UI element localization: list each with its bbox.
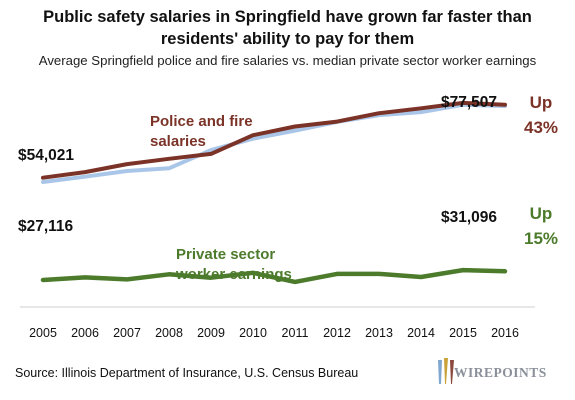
chart-title-line-1: Public safety salaries in Springfield ha… [43,8,532,26]
x-tick-label: 2007 [113,326,141,340]
x-tick-label: 2016 [491,326,519,340]
chart-subtitle: Average Springfield police and fire sala… [38,53,537,68]
x-tick-label: 2005 [29,326,57,340]
x-tick-label: 2015 [449,326,477,340]
police-fire-line [41,100,507,180]
x-tick-label: 2006 [71,326,99,340]
private-change-label: Up 15% [524,204,558,248]
police-start-value: $54,021 [18,147,74,164]
x-tick-labels: 2005 2006 2007 2008 2009 2010 2011 2012 2013 2014… [29,326,519,340]
annotations: $54,021 $77,507 $27,116 $31,096 Up 43% Up… [18,93,558,283]
x-tick-label: 2011 [282,326,309,340]
x-tick-label: 2014 [407,326,435,340]
series-layer [40,100,508,285]
wirepoints-logo-mark [438,358,454,384]
x-tick-label: 2013 [365,326,393,340]
chart-title-line-2: residents' ability to pay for them [160,30,415,48]
police-fire-alt-line [41,102,507,184]
x-tick-label: 2009 [197,326,225,340]
x-tick-label: 2012 [323,326,351,340]
x-tick-label: 2008 [155,326,183,340]
source-note: Source: Illinois Department of Insurance… [15,366,359,380]
x-tick-label: 2010 [239,326,267,340]
private-sector-line [40,267,508,285]
private-start-value: $27,116 [18,218,74,235]
police-end-value: $77,507 [441,94,497,111]
police-change-label: Up 43% [524,93,558,137]
police-series-label: Police and fire salaries [150,113,253,150]
logo-text: WIREPOINTS [454,365,547,380]
wirepoints-logo: WIREPOINTS [434,354,566,388]
private-series-label: Private sector worker earnings [175,246,292,283]
private-end-value: $31,096 [441,209,497,226]
